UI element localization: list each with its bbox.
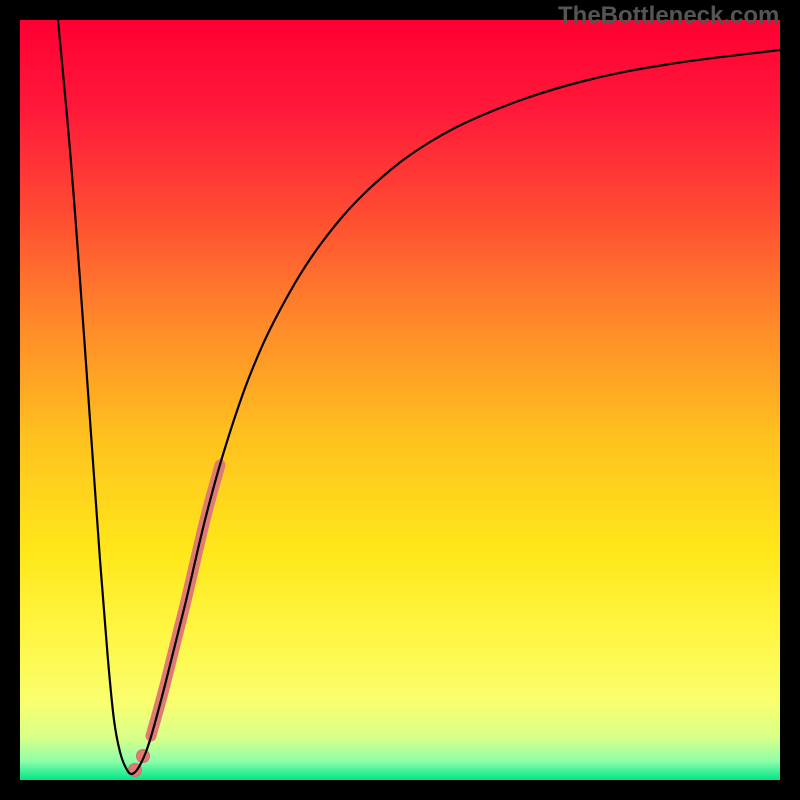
- watermark-text: TheBottleneck.com: [558, 2, 779, 30]
- curve-layer: [20, 20, 780, 780]
- watermark-label: TheBottleneck.com: [558, 2, 779, 29]
- chart-container: TheBottleneck.com: [0, 0, 800, 800]
- plot-area: [20, 20, 780, 780]
